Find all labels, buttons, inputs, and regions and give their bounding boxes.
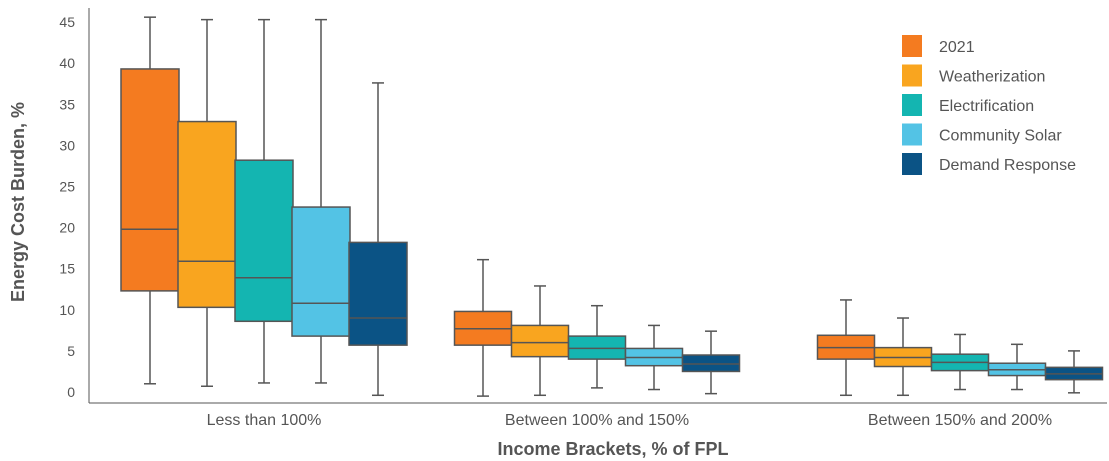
box-body bbox=[348, 241, 408, 346]
x-axis-title: Income Brackets, % of FPL bbox=[497, 439, 728, 459]
y-tick-label: 5 bbox=[67, 343, 75, 359]
box-2021 bbox=[816, 299, 876, 397]
legend-item: Electrification bbox=[902, 94, 1034, 116]
plot-area bbox=[120, 16, 1104, 397]
y-tick-label: 35 bbox=[59, 96, 75, 112]
box-body bbox=[120, 68, 180, 292]
y-tick-label: 45 bbox=[59, 14, 75, 30]
x-category-label: Less than 100% bbox=[207, 412, 322, 429]
box-demand-response bbox=[681, 330, 741, 395]
legend-swatch bbox=[902, 94, 922, 116]
box-body bbox=[234, 159, 294, 323]
legend-swatch bbox=[902, 35, 922, 57]
y-axis-title: Energy Cost Burden, % bbox=[8, 102, 28, 302]
box-body bbox=[177, 120, 237, 309]
box-weatherization bbox=[873, 317, 933, 397]
legend-item: Community Solar bbox=[902, 123, 1062, 146]
legend-item: 2021 bbox=[902, 35, 975, 57]
y-tick-label: 40 bbox=[59, 55, 75, 71]
legend-item: Demand Response bbox=[902, 153, 1076, 175]
box-electrification bbox=[567, 304, 627, 389]
legend-swatch bbox=[902, 123, 922, 146]
box-body bbox=[291, 206, 351, 337]
legend-label: Electrification bbox=[939, 98, 1034, 115]
legend-item: Weatherization bbox=[902, 64, 1045, 87]
legend-label: 2021 bbox=[939, 39, 975, 56]
box-community-solar bbox=[624, 324, 684, 391]
legend: 2021 Weatherization Electrification Communi… bbox=[902, 35, 1076, 175]
legend-swatch bbox=[902, 64, 922, 87]
box-body bbox=[510, 324, 570, 358]
y-tick-label: 25 bbox=[59, 179, 75, 195]
box-community-solar bbox=[291, 18, 351, 384]
legend-label: Weatherization bbox=[939, 69, 1045, 86]
legend-swatch bbox=[902, 153, 922, 175]
box-weatherization bbox=[510, 285, 570, 397]
x-axis: Less than 100% Between 100% and 150% Betwe… bbox=[89, 402, 1107, 429]
box-demand-response bbox=[348, 82, 408, 397]
y-axis: 0 5 10 15 20 25 30 35 40 45 bbox=[59, 8, 90, 403]
y-tick-label: 20 bbox=[59, 220, 75, 236]
box-electrification bbox=[930, 333, 990, 391]
y-tick-label: 30 bbox=[59, 137, 75, 153]
legend-label: Demand Response bbox=[939, 157, 1076, 174]
x-category-label: Between 150% and 200% bbox=[868, 412, 1052, 429]
box-body bbox=[681, 354, 741, 373]
box-demand-response bbox=[1044, 350, 1104, 394]
legend-label: Community Solar bbox=[939, 128, 1062, 145]
box-electrification bbox=[234, 18, 294, 384]
y-tick-label: 15 bbox=[59, 261, 75, 277]
box-2021 bbox=[120, 16, 180, 385]
box-body bbox=[567, 335, 627, 360]
box-community-solar bbox=[987, 343, 1047, 391]
box-2021 bbox=[453, 258, 513, 397]
x-category-label: Between 100% and 150% bbox=[505, 412, 689, 429]
y-tick-label: 10 bbox=[59, 302, 75, 318]
box-weatherization bbox=[177, 18, 237, 387]
y-tick-label: 0 bbox=[67, 384, 75, 400]
